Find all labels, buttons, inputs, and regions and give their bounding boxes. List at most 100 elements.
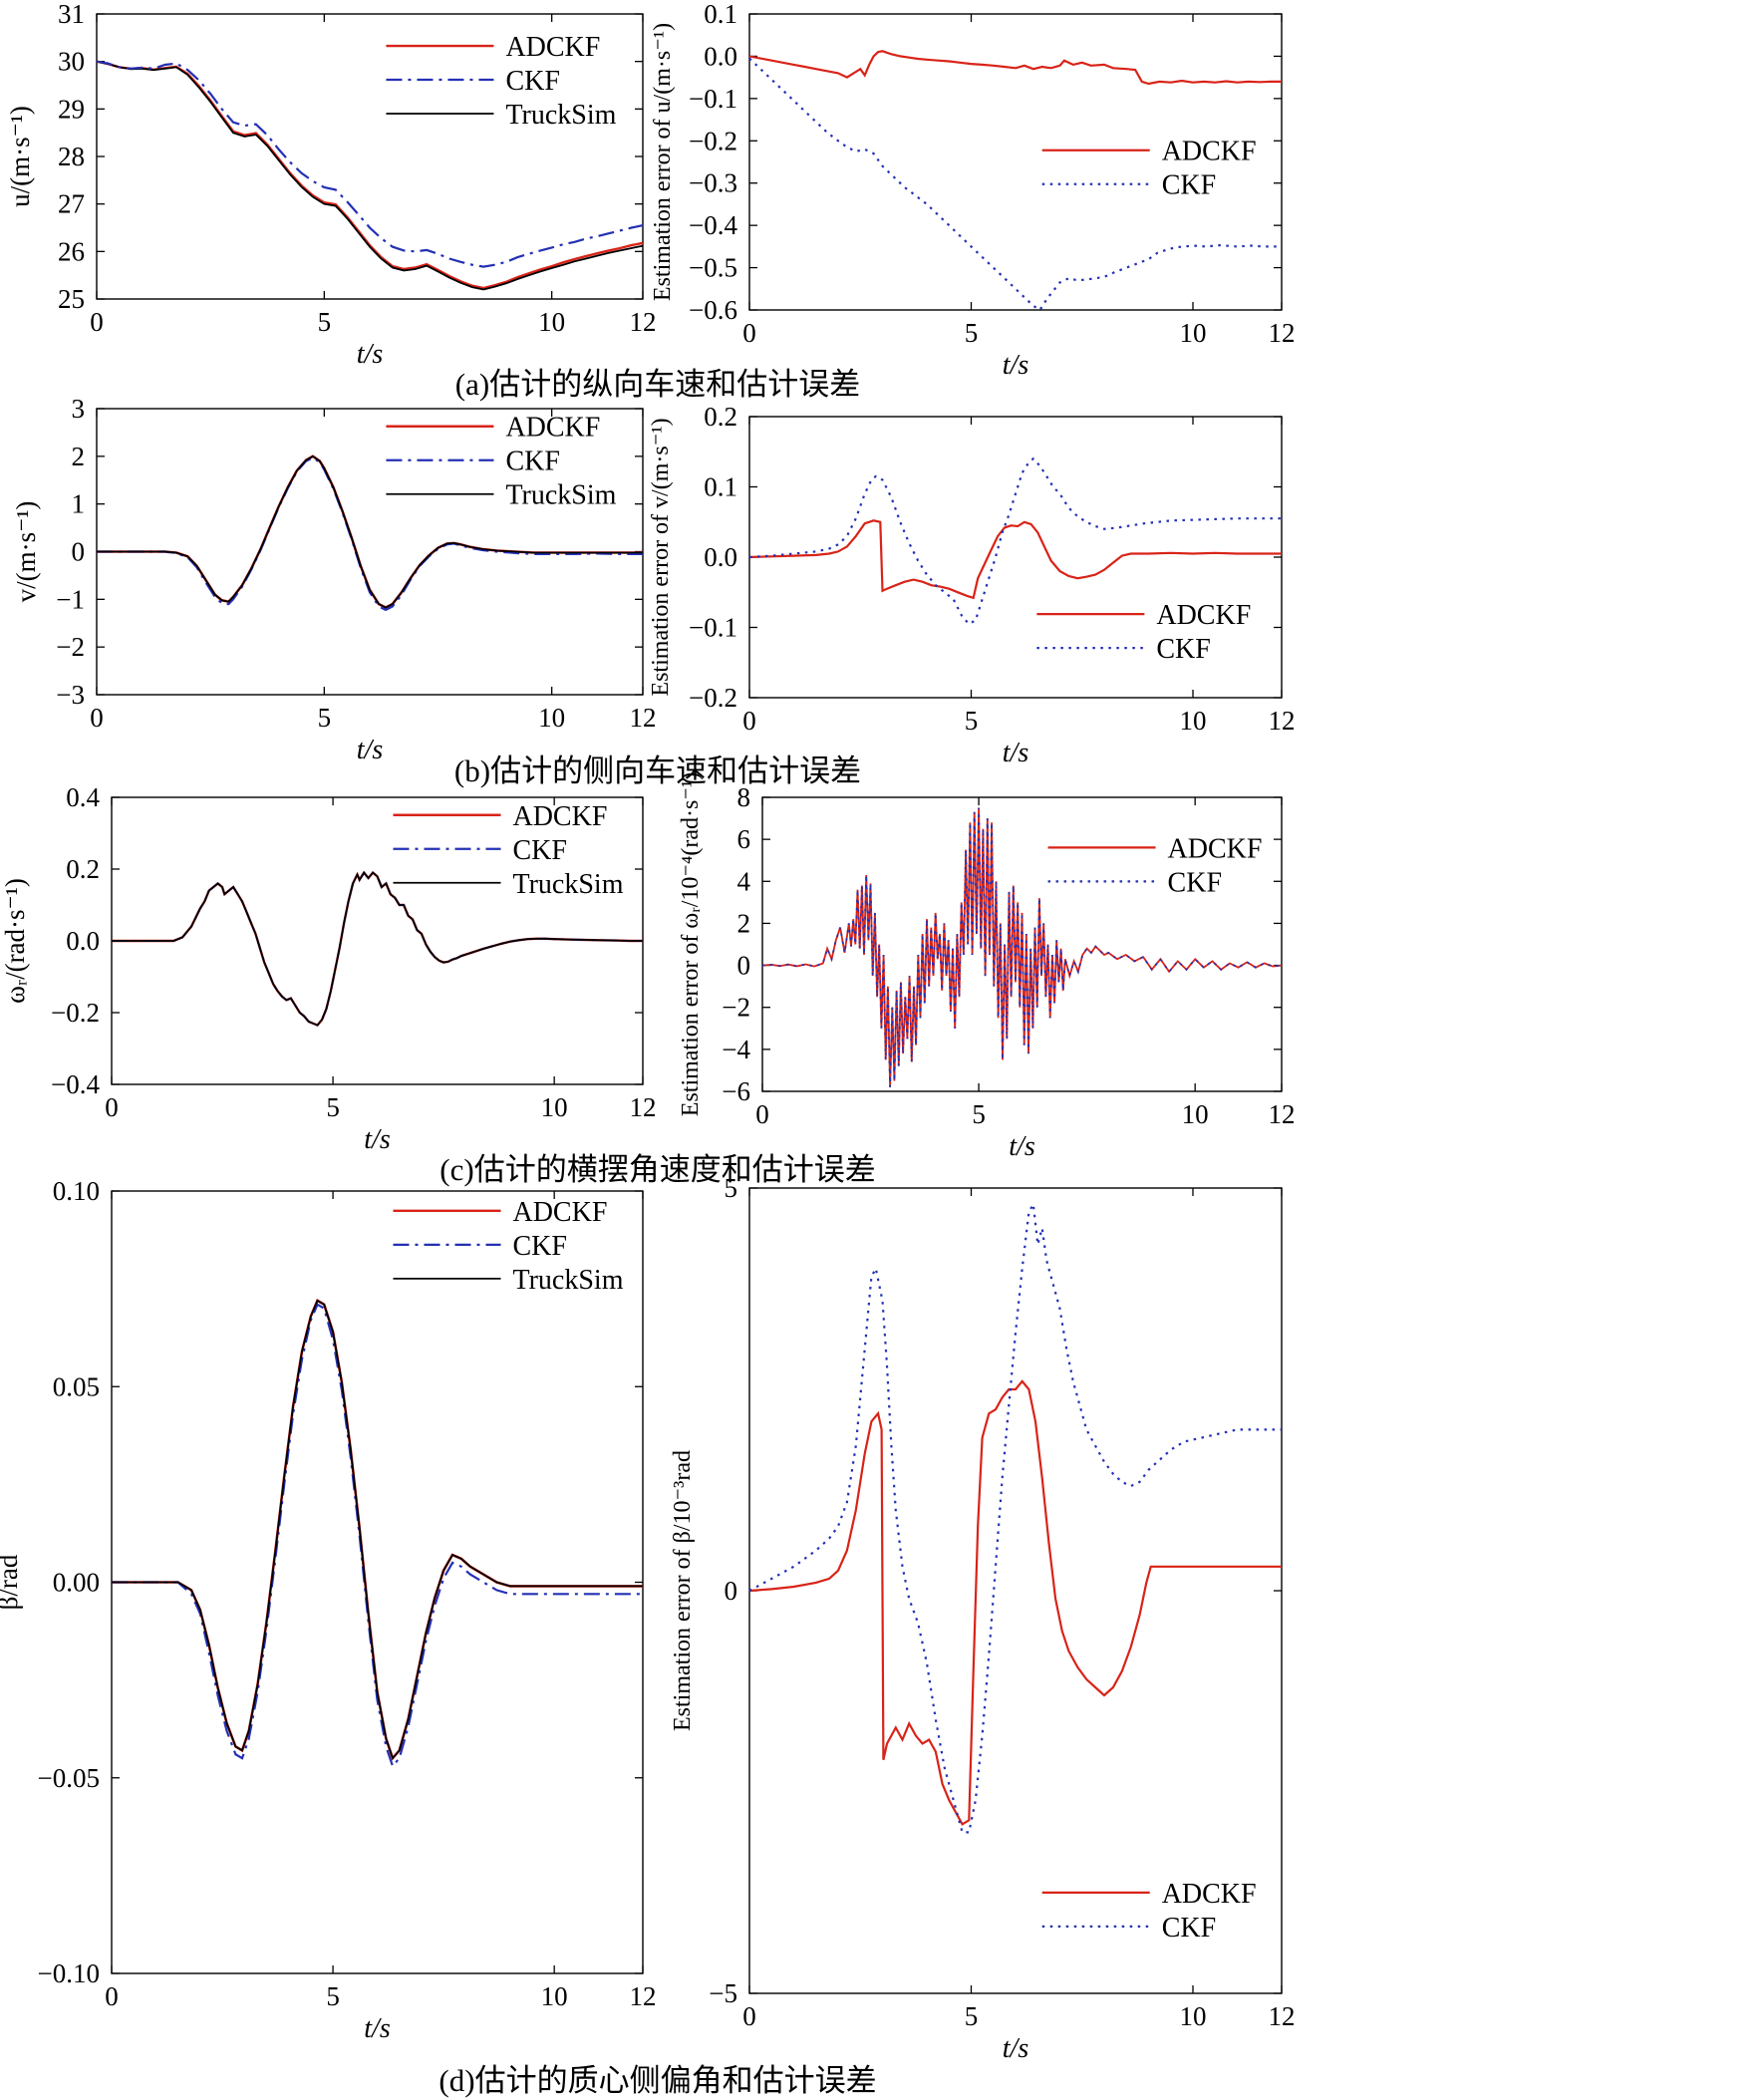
series-CKF (97, 456, 643, 612)
y-tick-label: 0.0 (704, 542, 737, 572)
y-tick-label: 30 (58, 47, 85, 77)
series-ADCKF (96, 60, 644, 290)
y-tick-label: −0.1 (689, 84, 737, 114)
x-tick-label: 10 (541, 1981, 568, 2011)
y-axis-label: Estimation error of v/(m·s⁻¹) (648, 418, 674, 696)
series-CKF (96, 60, 644, 268)
y-tick-label: −0.4 (689, 210, 737, 240)
y-tick-label: 0.2 (704, 402, 737, 432)
legend-label-TruckSim: TruckSim (512, 1265, 623, 1296)
chart-u-estimate: 0 5 10 12 25 26 27 28 29 30 31 t/s u/(m·s⁻¹) ADCKF CKF… (5, 0, 657, 370)
legend-label-ADCKF: ADCKF (505, 413, 600, 444)
axes-box (748, 1187, 1283, 1994)
legend-label-CKF: CKF (512, 1231, 566, 1262)
y-axis-label: β/rad (0, 1554, 23, 1610)
x-tick-label: 12 (1269, 706, 1296, 736)
chart-beta-error: 0 5 10 12 5 0 −5 t/s Estimation error of β/10⁻³r… (670, 1173, 1296, 2064)
x-tick-label: 5 (965, 706, 979, 736)
y-axis-label: Estimation error of ωᵣ/10⁻⁴(rad·s⁻¹) (678, 772, 704, 1116)
caption-b-text: (b)估计的侧向车速和估计误差 (453, 753, 862, 788)
y-tick-label: −2 (722, 993, 750, 1023)
x-tick-label: 12 (630, 1092, 657, 1122)
series-ADCKF (761, 807, 1283, 1087)
y-tick-label: −0.5 (689, 253, 737, 283)
series-CKF (112, 1303, 643, 1769)
x-tick-label: 10 (1180, 706, 1207, 736)
y-tick-label: 31 (58, 0, 85, 29)
u-error-plot: 0 5 10 12 0.1 0.0 −0.1 −0.2 −0.3 −0.4 −0.5 −0.6 t/s E… (650, 0, 1296, 381)
u-estimate-plot: 0 5 10 12 25 26 27 28 29 30 31 t/s u/(m·s⁻¹) ADCKFCKF… (5, 0, 657, 370)
y-tick-label: 0.1 (704, 0, 737, 29)
y-tick-label: 29 (58, 94, 85, 124)
x-tick-label: 10 (538, 703, 565, 733)
y-axis-label: ωᵣ/(rad·s⁻¹) (0, 878, 30, 1004)
x-tick-label: 0 (742, 318, 756, 348)
y-tick-label: −5 (709, 1978, 737, 2008)
y-tick-label: 3 (72, 394, 86, 424)
x-tick-label: 0 (742, 2001, 756, 2031)
x-tick-label: 12 (1269, 1099, 1296, 1129)
x-axis-label: t/s (1003, 350, 1029, 381)
y-tick-label: −0.3 (689, 168, 737, 198)
x-tick-label: 12 (1269, 2001, 1296, 2031)
x-tick-label: 12 (630, 1981, 657, 2011)
series-TruckSim (97, 454, 643, 609)
x-tick-label: 5 (326, 1981, 340, 2011)
legend-label-ADCKF: ADCKF (505, 32, 600, 63)
legend-label-TruckSim: TruckSim (505, 480, 616, 511)
caption-c-text: (c)估计的横摆角速度和估计误差 (439, 1152, 876, 1187)
x-tick-label: 0 (105, 1092, 119, 1122)
x-tick-label: 5 (965, 318, 979, 348)
x-tick-label: 0 (755, 1099, 769, 1129)
x-tick-label: 10 (1182, 1099, 1209, 1129)
y-axis-label: Estimation error of u/(m·s⁻¹) (650, 23, 676, 301)
y-axis-label: v/(m·s⁻¹) (11, 501, 41, 603)
y-tick-label: 0 (72, 537, 86, 567)
y-tick-label: 26 (58, 236, 85, 266)
series-TruckSim (96, 60, 644, 291)
chart-u-error: 0 5 10 12 0.1 0.0 −0.1 −0.2 −0.3 −0.4 −0.5 −0.6 t/s E… (650, 0, 1296, 381)
x-tick-label: 0 (105, 1981, 119, 2011)
y-tick-label: −0.2 (51, 998, 100, 1028)
y-tick-label: −0.2 (689, 683, 737, 713)
legend-label-CKF: CKF (1156, 634, 1210, 665)
x-tick-label: 10 (541, 1092, 568, 1122)
x-tick-label: 12 (1269, 318, 1296, 348)
x-axis-label: t/s (364, 1124, 391, 1155)
series-TruckSim (112, 1299, 643, 1760)
y-tick-label: −0.2 (689, 126, 737, 155)
legend-label-TruckSim: TruckSim (512, 869, 623, 900)
y-tick-label: 2 (72, 442, 86, 471)
y-tick-label: 0.10 (53, 1176, 100, 1206)
caption-d: (d)估计的质心侧偏角和估计误差 (0, 2055, 1316, 2100)
y-tick-label: −6 (722, 1076, 750, 1106)
x-tick-label: 0 (90, 703, 104, 733)
x-axis-label: t/s (1003, 2033, 1029, 2064)
caption-c: (c)估计的横摆角速度和估计误差 (0, 1144, 1316, 1189)
v-estimate-plot: 0 5 10 123210−1−2−3t/sv/(m·s⁻¹)ADCKFCKFTruc… (11, 394, 657, 765)
y-tick-label: −0.1 (689, 613, 737, 643)
chart-yawrate-estimate: 0 5 10 12 0.4 0.2 0.0 −0.2 −0.4 t/s ωᵣ/(rad·s⁻¹) AD… (0, 782, 657, 1155)
caption-a: (a)估计的纵向车速和估计误差 (0, 359, 1316, 404)
y-tick-label: 1 (72, 489, 86, 519)
y-tick-label: 0.00 (53, 1568, 100, 1598)
series-ADCKF (748, 50, 1282, 86)
y-tick-label: 2 (737, 908, 751, 938)
y-tick-label: 0.05 (53, 1371, 100, 1401)
x-tick-label: 10 (1180, 318, 1207, 348)
y-tick-label: 0 (737, 951, 751, 981)
legend-label-ADCKF: ADCKF (1162, 1879, 1257, 1910)
legend-label-CKF: CKF (512, 835, 566, 866)
legend-label-ADCKF: ADCKF (512, 801, 607, 832)
caption-d-text: (d)估计的质心侧偏角和估计误差 (439, 2063, 877, 2098)
y-tick-label: 0.0 (704, 41, 737, 71)
y-tick-label: 0.2 (66, 854, 100, 884)
x-tick-label: 12 (630, 703, 657, 733)
y-tick-label: 0 (725, 1576, 738, 1606)
x-axis-label: t/s (1009, 1131, 1035, 1162)
y-tick-label: −2 (56, 632, 85, 662)
x-tick-label: 5 (972, 1099, 986, 1129)
axes-box (748, 13, 1283, 311)
y-tick-label: −1 (56, 584, 85, 614)
